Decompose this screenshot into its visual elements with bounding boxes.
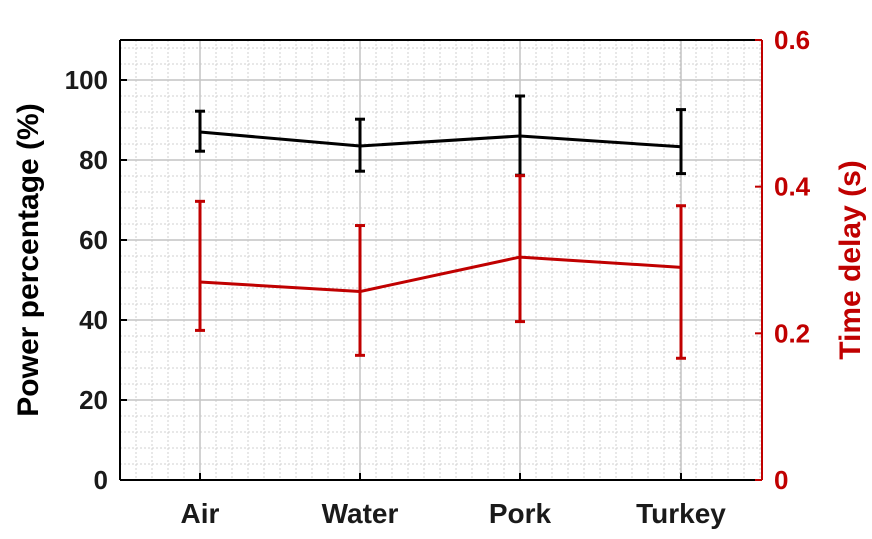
right-tick-label: 0	[774, 465, 788, 495]
left-tick-label: 60	[79, 225, 108, 255]
series-line	[199, 255, 682, 294]
x-tick-label-air: Air	[181, 498, 220, 529]
grid	[120, 40, 762, 481]
left-tick-label: 40	[79, 305, 108, 335]
data-point	[518, 255, 522, 259]
data-point	[679, 265, 683, 269]
right-axis-title: Time delay (s)	[834, 160, 867, 360]
series-1	[195, 94, 686, 177]
x-tick-label-turkey: Turkey	[636, 498, 726, 529]
left-tick-label: 20	[79, 385, 108, 415]
x-tick-label-pork: Pork	[489, 498, 552, 529]
labels: 0 20 40 60 80 100 0 0.2 0.4 0.6 Air Water Pork Turkey…	[12, 25, 867, 529]
data-point	[679, 145, 683, 149]
data-point	[518, 134, 522, 138]
left-tick-label: 100	[65, 65, 108, 95]
data-point	[358, 290, 362, 294]
left-axis-title: Power percentage (%)	[12, 103, 45, 416]
series-layer	[195, 94, 686, 360]
left-tick-label: 80	[79, 145, 108, 175]
right-tick-label: 0.2	[774, 318, 810, 348]
x-tick-label-water: Water	[322, 498, 399, 529]
right-tick-label: 0.6	[774, 25, 810, 55]
data-point	[358, 144, 362, 148]
data-point	[198, 280, 202, 284]
left-tick-label: 0	[94, 465, 108, 495]
axes	[119, 39, 763, 481]
data-point	[198, 130, 202, 134]
right-tick-label: 0.4	[774, 172, 811, 202]
series-2	[195, 174, 686, 360]
series-line	[199, 130, 682, 149]
